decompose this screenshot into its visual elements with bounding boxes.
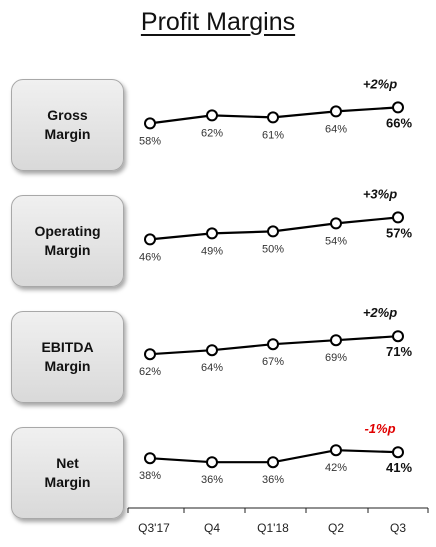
- ebitda-margin-value-label: 67%: [262, 356, 284, 368]
- net-margin-value-label: 41%: [386, 460, 412, 475]
- gross-margin-point: [267, 111, 279, 124]
- panel-label-operating-margin: Operating Margin: [11, 195, 124, 287]
- x-tick-label: Q4: [204, 521, 220, 535]
- x-tick-label: Q3: [390, 521, 406, 535]
- net-margin-value-label: 38%: [139, 470, 161, 482]
- ebitda-margin-change-label: +2%p: [363, 305, 397, 320]
- gross-margin-value-label: 66%: [386, 115, 412, 130]
- net-margin-point: [144, 452, 156, 465]
- net-margin-point: [330, 444, 342, 457]
- net-margin-point: [392, 446, 404, 459]
- net-margin-value-label: 36%: [201, 474, 223, 486]
- ebitda-margin-point: [144, 348, 156, 361]
- panel-label-gross-margin: Gross Margin: [11, 79, 124, 171]
- panel-label-net-margin: Net Margin: [11, 427, 124, 519]
- ebitda-margin-value-label: 69%: [325, 352, 347, 364]
- ebitda-margin-point: [206, 344, 218, 357]
- ebitda-margin-point: [392, 330, 404, 343]
- operating-margin-point: [267, 225, 279, 238]
- gross-margin-value-label: 61%: [262, 129, 284, 141]
- operating-margin-point: [206, 227, 218, 240]
- net-margin-value-label: 36%: [262, 474, 284, 486]
- operating-margin-change-label: +3%p: [363, 186, 397, 201]
- gross-margin-point: [206, 109, 218, 122]
- ebitda-margin-value-label: 62%: [139, 366, 161, 378]
- operating-margin-value-label: 46%: [139, 251, 161, 263]
- operating-margin-value-label: 54%: [325, 235, 347, 247]
- net-margin-point: [206, 456, 218, 469]
- operating-margin-point: [330, 217, 342, 230]
- operating-margin-point: [392, 211, 404, 224]
- x-tick-label: Q3'17: [138, 521, 170, 535]
- net-margin-change-label: -1%p: [364, 421, 395, 436]
- operating-margin-value-label: 57%: [386, 225, 412, 240]
- operating-margin-value-label: 49%: [201, 245, 223, 257]
- chart-title: Profit Margins: [140, 8, 296, 36]
- gross-margin-point: [392, 101, 404, 114]
- ebitda-margin-value-label: 64%: [201, 362, 223, 374]
- operating-margin-point: [144, 233, 156, 246]
- gross-margin-point: [144, 117, 156, 130]
- panel-label-ebitda-margin: EBITDA Margin: [11, 311, 124, 403]
- x-tick-label: Q2: [328, 521, 344, 535]
- net-margin-point: [267, 456, 279, 469]
- ebitda-margin-point: [330, 334, 342, 347]
- operating-margin-value-label: 50%: [262, 243, 284, 255]
- net-margin-value-label: 42%: [325, 462, 347, 474]
- ebitda-margin-value-label: 71%: [386, 344, 412, 359]
- x-tick-label: Q1'18: [257, 521, 289, 535]
- gross-margin-value-label: 58%: [139, 135, 161, 147]
- gross-margin-point: [330, 105, 342, 118]
- gross-margin-value-label: 62%: [201, 127, 223, 139]
- gross-margin-value-label: 64%: [325, 123, 347, 135]
- ebitda-margin-point: [267, 338, 279, 351]
- gross-margin-change-label: +2%p: [363, 76, 397, 91]
